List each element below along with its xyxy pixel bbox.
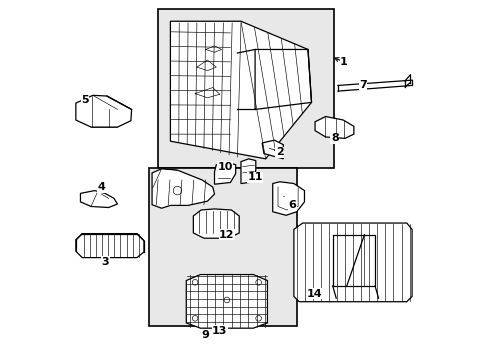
Polygon shape (76, 234, 143, 258)
Polygon shape (314, 117, 353, 138)
Text: 4: 4 (98, 182, 105, 192)
Polygon shape (241, 159, 255, 184)
Polygon shape (186, 275, 267, 328)
Polygon shape (152, 169, 214, 208)
Text: 7: 7 (358, 80, 366, 90)
Polygon shape (193, 209, 239, 238)
Polygon shape (76, 95, 131, 127)
Text: 14: 14 (306, 289, 322, 298)
Text: 5: 5 (81, 95, 89, 104)
Text: 3: 3 (101, 257, 109, 267)
Bar (148, 168, 296, 327)
Text: 12: 12 (219, 230, 234, 240)
Polygon shape (170, 21, 311, 159)
Polygon shape (293, 223, 411, 302)
Text: 9: 9 (201, 329, 208, 339)
Bar (158, 9, 334, 168)
Text: 8: 8 (330, 133, 338, 143)
Polygon shape (214, 162, 235, 184)
Polygon shape (81, 190, 117, 207)
Text: 11: 11 (247, 172, 262, 182)
Text: 1: 1 (340, 57, 347, 67)
Text: 13: 13 (212, 326, 227, 336)
Text: 6: 6 (287, 201, 295, 210)
Text: 2: 2 (275, 148, 283, 157)
Polygon shape (262, 140, 283, 159)
Text: 10: 10 (217, 162, 232, 172)
Polygon shape (272, 182, 304, 215)
